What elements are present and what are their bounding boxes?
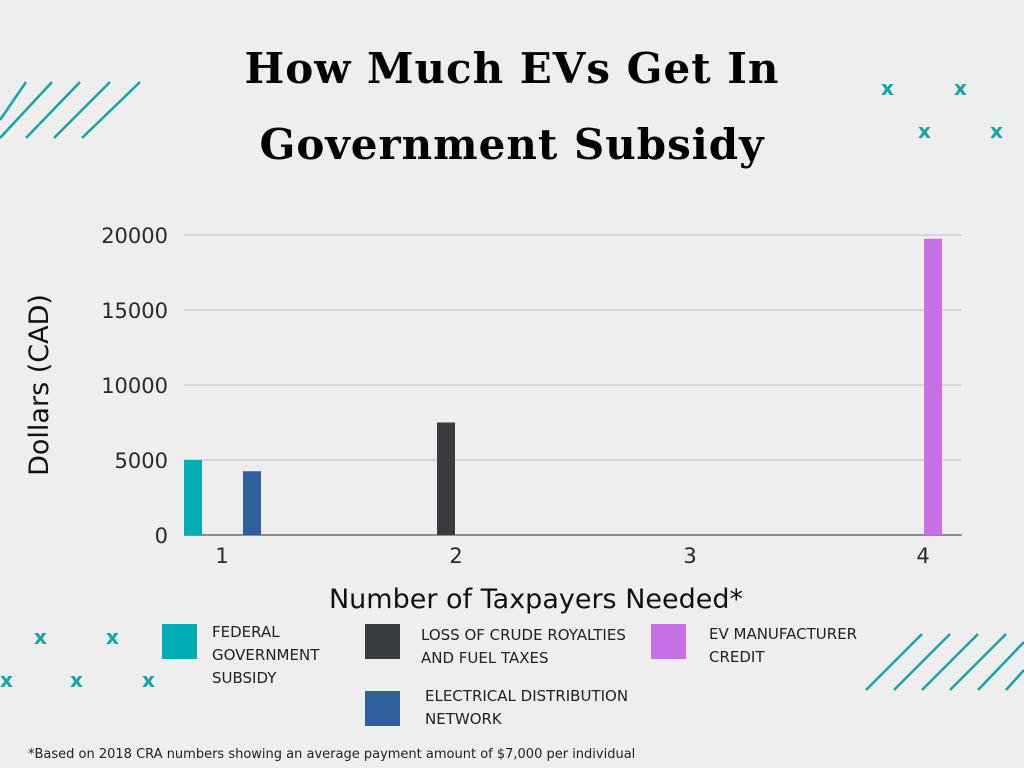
decor-x-icon: x: [881, 76, 894, 100]
decor-x-icon: x: [142, 668, 155, 692]
y-tick-label: 20000: [101, 224, 168, 248]
decor-x-icon: x: [0, 668, 13, 692]
y-tick-label: 15000: [101, 299, 168, 323]
page-title-line-1: How Much EVs Get In: [244, 44, 780, 93]
legend-label-federal: FEDERAL GOVERNMENT SUBSIDY: [212, 623, 320, 687]
x-tick-label: 2: [449, 544, 462, 568]
bar-ev-manufacturer-credit: [924, 238, 942, 535]
y-tick-label: 0: [155, 524, 168, 548]
page-title-line-2: Government Subsidy: [259, 120, 765, 169]
y-tick-label: 10000: [101, 374, 168, 398]
decor-x-icon: x: [954, 76, 967, 100]
y-axis-label: Dollars (CAD): [24, 294, 55, 476]
legend-swatch-ev-credit: [651, 624, 686, 659]
bar-electrical-distribution-network: [243, 471, 261, 535]
legend-label-ev-credit: EV MANUFACTURER CREDIT: [709, 625, 858, 666]
bar-federal-government-subsidy: [184, 460, 202, 535]
decor-x-icon: x: [990, 119, 1003, 143]
stripes-bottom-right: [865, 633, 1024, 691]
decor-x-icon: x: [918, 119, 931, 143]
legend-label-crude: LOSS OF CRUDE ROYALTIES AND FUEL TAXES: [421, 626, 626, 667]
stripes-top-left: [0, 81, 141, 139]
x-tick-label: 4: [916, 544, 929, 568]
legend-swatch-crude: [365, 624, 400, 659]
y-tick-label: 5000: [115, 449, 168, 473]
legend-label-electrical: ELECTRICAL DISTRIBUTION NETWORK: [425, 687, 629, 728]
bar-loss-of-crude-royalties-and-fuel-taxes: [437, 422, 455, 535]
decor-x-icon: x: [34, 625, 47, 649]
footnote: *Based on 2018 CRA numbers showing an av…: [28, 747, 636, 762]
decor-x-icon: x: [106, 625, 119, 649]
x-axis-label: Number of Taxpayers Needed*: [329, 584, 743, 615]
x-tick-label: 3: [683, 544, 696, 568]
bar-chart: 0 5000 10000 15000 20000 1 2 3 4 Number of Taxpay…: [24, 224, 962, 615]
legend-swatch-electrical: [365, 691, 400, 726]
x-tick-label: 1: [215, 544, 228, 568]
decor-x-icon: x: [70, 668, 83, 692]
legend-swatch-federal: [162, 624, 197, 659]
